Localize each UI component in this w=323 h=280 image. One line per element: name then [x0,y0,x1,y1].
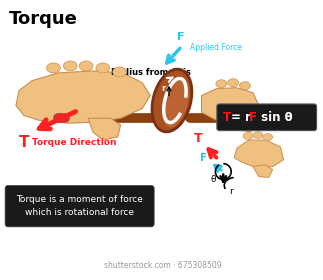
Text: θ: θ [211,175,216,184]
Ellipse shape [79,61,93,71]
Text: Torque: Torque [9,10,78,28]
Text: F: F [200,153,207,163]
Text: Applied Force: Applied Force [190,43,242,52]
Text: sin θ: sin θ [257,111,293,124]
Polygon shape [236,117,256,132]
Ellipse shape [47,63,60,73]
Ellipse shape [240,82,250,90]
Text: T: T [19,135,29,150]
Text: Torque is a moment of force
which is rotational force: Torque is a moment of force which is rot… [16,195,142,217]
Ellipse shape [63,61,77,71]
Ellipse shape [152,69,192,132]
Text: F: F [177,32,184,42]
Text: Torque Direction: Torque Direction [32,138,116,147]
Text: r: r [229,187,233,196]
Text: T: T [194,132,203,144]
Text: F: F [249,111,257,124]
Text: r: r [161,84,165,93]
Polygon shape [253,165,273,178]
Text: T: T [223,111,231,124]
Ellipse shape [243,133,253,139]
Polygon shape [88,118,120,140]
Text: = r: = r [231,111,251,124]
FancyBboxPatch shape [5,185,154,227]
Polygon shape [234,140,284,168]
Ellipse shape [113,67,127,77]
Ellipse shape [96,63,110,73]
Polygon shape [16,71,150,123]
Polygon shape [202,88,259,122]
Ellipse shape [228,79,239,87]
Ellipse shape [253,132,263,139]
Ellipse shape [263,134,273,141]
Text: Radius from Axis: Radius from Axis [111,68,191,77]
Text: shutterstock.com · 675308509: shutterstock.com · 675308509 [104,261,222,270]
Ellipse shape [216,80,227,88]
Ellipse shape [163,78,189,127]
FancyBboxPatch shape [217,104,317,131]
